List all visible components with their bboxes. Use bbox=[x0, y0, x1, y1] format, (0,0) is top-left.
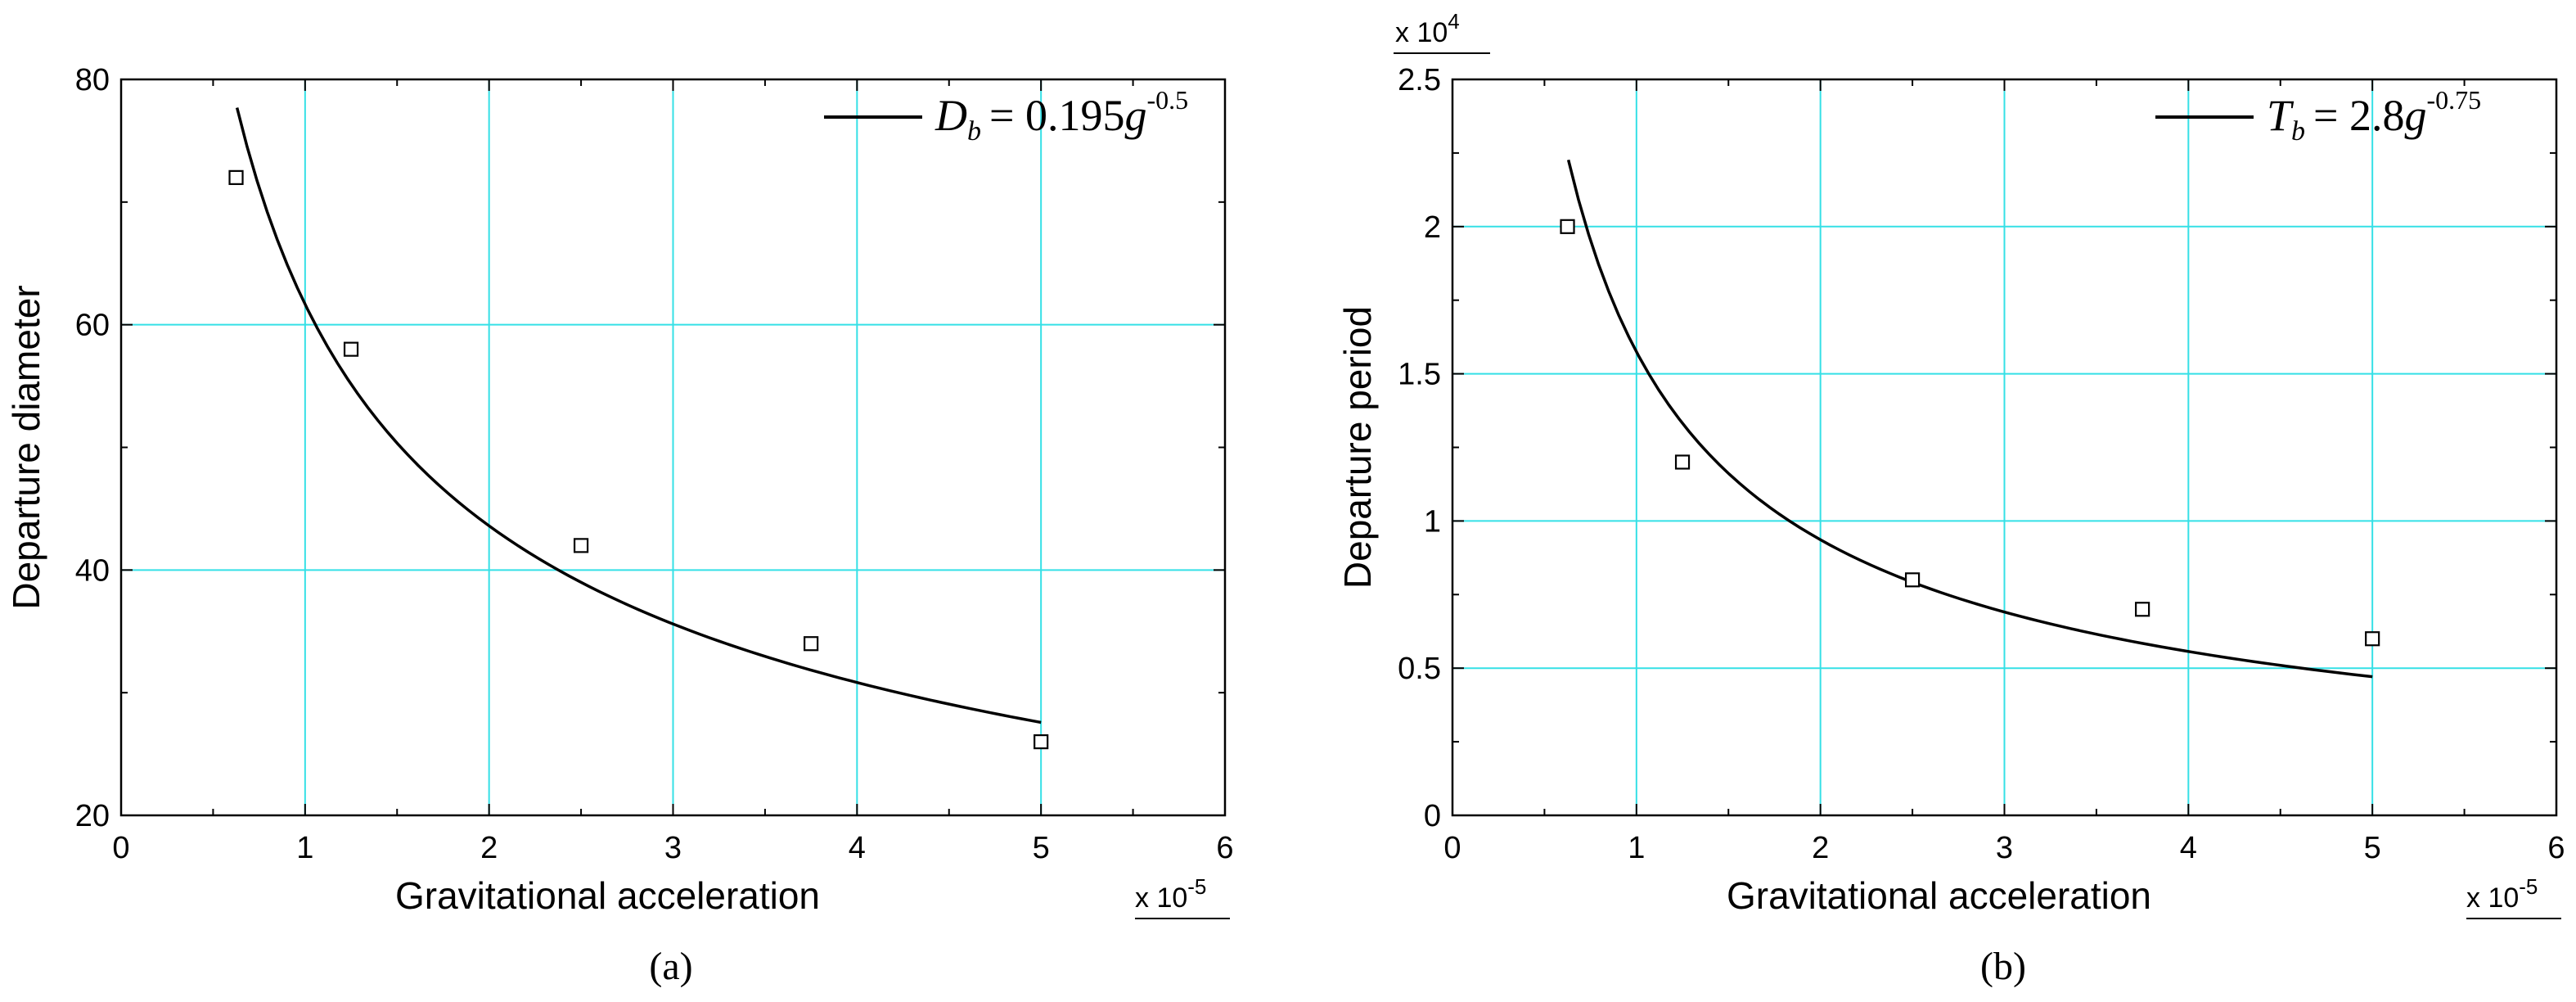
x-multiplier-base: x 10 bbox=[1135, 882, 1187, 914]
x-multiplier-exponent: -5 bbox=[1187, 874, 1206, 899]
data-point bbox=[573, 538, 589, 553]
chart-panel-a: 0 1 2 3 4 5 6 20 40 60 80 Gravitational acceleratio… bbox=[5, 63, 1234, 988]
legend-exponent: -0.5 bbox=[1146, 85, 1188, 115]
data-point bbox=[2135, 602, 2150, 617]
legend-equation: Tb = 2.8g-0.75 bbox=[2267, 85, 2481, 147]
data-point bbox=[228, 169, 244, 185]
x-tick-label: 5 bbox=[1033, 831, 1050, 865]
fit-curve bbox=[1566, 159, 2373, 679]
x-tick-label: 6 bbox=[2547, 831, 2565, 865]
x-tick-label: 3 bbox=[664, 831, 682, 865]
fit-curve bbox=[235, 107, 1042, 724]
legend-equation: Db = 0.195g-0.5 bbox=[934, 85, 1188, 147]
data-point bbox=[2365, 631, 2380, 647]
y-tick-label: 1.5 bbox=[1398, 358, 1441, 392]
y-multiplier-exponent: 4 bbox=[1448, 9, 1459, 34]
data-point bbox=[343, 341, 359, 357]
legend-base: g bbox=[1124, 91, 1146, 140]
panel-label: (a) bbox=[649, 945, 692, 988]
panel-label: (b) bbox=[1980, 945, 2026, 988]
y-tick-label: 40 bbox=[75, 553, 110, 588]
x-tick-label: 3 bbox=[1996, 831, 2013, 865]
legend-symbol: T bbox=[2267, 91, 2295, 140]
legend-coefficient: = 2.8 bbox=[2313, 91, 2404, 140]
x-tick-label: 4 bbox=[2180, 831, 2197, 865]
y-axis-label: Departure period bbox=[1336, 306, 1379, 589]
data-point bbox=[1034, 733, 1049, 750]
legend-subscript: b bbox=[967, 116, 981, 147]
legend-coefficient: = 0.195 bbox=[989, 91, 1124, 140]
x-tick-label: 5 bbox=[2364, 831, 2381, 865]
y-tick-label: 0.5 bbox=[1398, 652, 1441, 686]
data-point bbox=[1560, 219, 1575, 234]
x-tick-label: 4 bbox=[849, 831, 866, 865]
x-tick-label: 6 bbox=[1216, 831, 1233, 865]
x-tick-label: 1 bbox=[296, 831, 313, 865]
y-tick-label: 2.5 bbox=[1398, 63, 1441, 97]
y-tick-label: 60 bbox=[75, 309, 110, 343]
data-point bbox=[1904, 572, 1921, 588]
y-tick-label: 1 bbox=[1424, 504, 1441, 539]
x-axis-label: Gravitational acceleration bbox=[395, 874, 820, 917]
x-tick-label: 0 bbox=[112, 831, 129, 865]
legend-symbol: D bbox=[934, 91, 967, 140]
x-tick-label: 2 bbox=[1812, 831, 1829, 865]
legend-base: g bbox=[2405, 91, 2427, 140]
y-tick-label: 80 bbox=[75, 63, 110, 97]
x-tick-label: 1 bbox=[1628, 831, 1645, 865]
x-multiplier-base: x 10 bbox=[2466, 882, 2519, 914]
x-multiplier-exponent: -5 bbox=[2519, 874, 2538, 899]
x-axis-multiplier: x 10-5 bbox=[2466, 874, 2538, 914]
x-axis-multiplier: x 10-5 bbox=[1135, 874, 1206, 914]
chart-panel-b: 0 1 2 3 4 5 6 0 0.5 1 1.5 2 2.5 Gravitational acceler… bbox=[1336, 9, 2565, 988]
y-multiplier-base: x 10 bbox=[1395, 17, 1448, 48]
y-axis-label: Departure diameter bbox=[5, 285, 47, 609]
data-point bbox=[1674, 454, 1691, 470]
legend-subscript: b bbox=[2291, 116, 2305, 147]
x-axis-label: Gravitational acceleration bbox=[1727, 874, 2151, 917]
x-tick-label: 2 bbox=[480, 831, 498, 865]
y-tick-label: 20 bbox=[75, 799, 110, 833]
y-tick-label: 2 bbox=[1424, 210, 1441, 245]
y-axis-multiplier: x 104 bbox=[1395, 9, 1460, 48]
y-tick-label: 0 bbox=[1424, 799, 1441, 833]
data-point bbox=[804, 636, 819, 652]
x-tick-label: 0 bbox=[1443, 831, 1461, 865]
legend-exponent: -0.75 bbox=[2427, 85, 2482, 115]
